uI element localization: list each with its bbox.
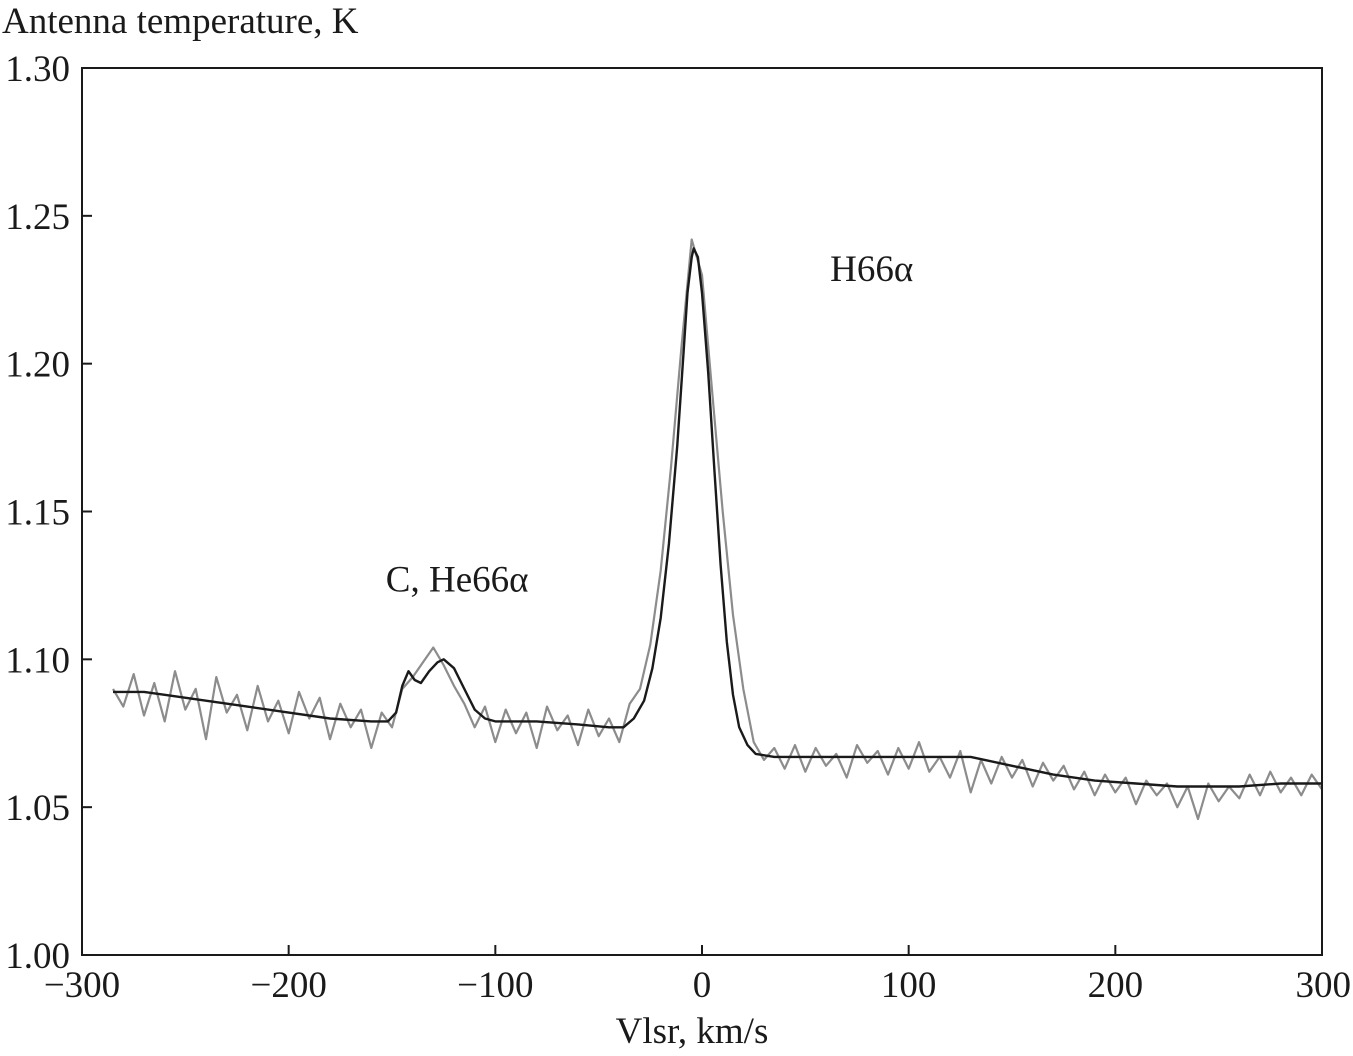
x-tick-label: −300 [44, 965, 120, 1006]
x-axis-label: Vlsr, km/s [616, 1011, 769, 1052]
x-tick-label: 100 [881, 965, 937, 1006]
x-tick-label: 300 [1296, 965, 1352, 1006]
y-tick-label: 1.20 [5, 345, 70, 386]
x-tick-label: −200 [250, 965, 326, 1006]
x-axis-ticks: −300 −200 −100 0 100 200 300 [44, 945, 1351, 1006]
y-tick-label: 1.25 [5, 197, 70, 238]
y-tick-label: 1.15 [5, 493, 70, 534]
plot-area [112, 238, 1323, 821]
x-tick-label: 0 [693, 965, 712, 1006]
y-axis-label: Antenna temperature, K [2, 1, 359, 42]
y-tick-label: 1.30 [5, 49, 70, 90]
fit-curve-line [113, 247, 1322, 788]
y-tick-label: 1.05 [5, 788, 70, 829]
line-annotation: C, He66α [386, 559, 529, 600]
y-axis-ticks: 1.00 1.05 1.10 1.15 1.20 1.25 1.30 [5, 49, 92, 977]
y-tick-label: 1.10 [5, 640, 70, 681]
line-annotation: H66α [830, 249, 913, 290]
annotations: H66α C, He66α [386, 249, 913, 600]
observed-spectrum-line [112, 238, 1323, 821]
x-tick-label: −100 [457, 965, 533, 1006]
y-tick-label: 1.00 [5, 936, 70, 977]
plot-frame [81, 67, 1323, 956]
x-tick-label: 200 [1088, 965, 1144, 1006]
